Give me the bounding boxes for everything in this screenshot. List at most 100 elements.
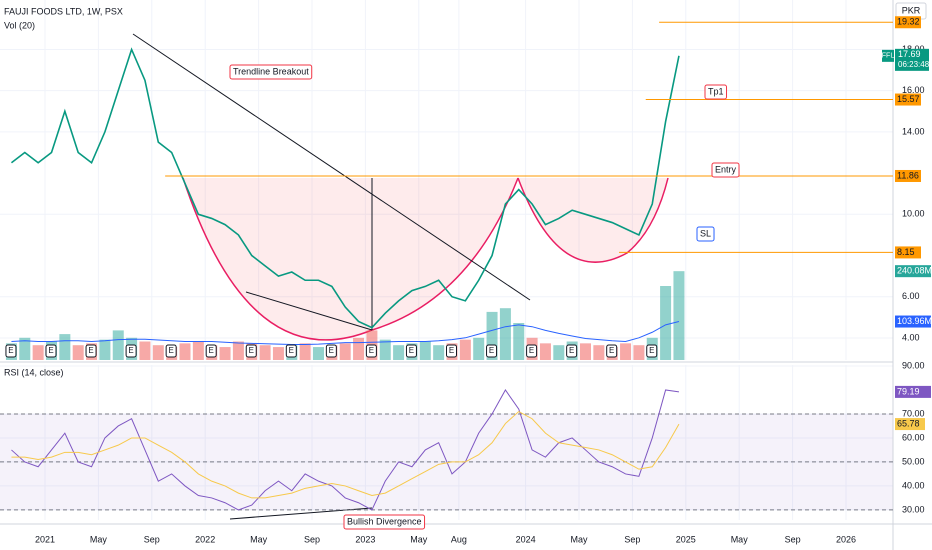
- volume-bar: [112, 330, 124, 360]
- volume-bar: [513, 323, 525, 360]
- y-tick-label: 10.00: [902, 209, 925, 219]
- annotation-box: [343, 514, 426, 530]
- volume-title: Vol (20): [4, 20, 35, 30]
- level-label-box: [895, 169, 921, 182]
- handle-curve: [517, 177, 669, 263]
- handle-fill: [518, 178, 668, 263]
- x-tick-label: May: [731, 534, 749, 544]
- event-box: [285, 344, 297, 358]
- level-label: 15.57: [897, 94, 920, 104]
- event-marker: E: [329, 346, 334, 355]
- y-tick-label: 90.00: [902, 360, 925, 370]
- symbol-box: [882, 49, 894, 62]
- volume-bar: [192, 341, 204, 360]
- value-tag-label: 79.19: [897, 386, 920, 396]
- annotation: Trendline Breakout: [233, 66, 309, 76]
- event-box: [165, 344, 177, 358]
- annotation-box: [229, 64, 313, 80]
- volume-bar: [473, 337, 485, 360]
- volume-bar: [59, 334, 71, 360]
- cup-fill: [183, 178, 518, 340]
- event-marker: E: [489, 346, 494, 355]
- event-marker: E: [609, 346, 614, 355]
- currency[interactable]: PKR: [902, 5, 921, 15]
- chart-title: FAUJI FOODS LTD, 1W, PSX: [4, 6, 123, 16]
- rsi-title: RSI (14, close): [4, 367, 64, 377]
- event-marker: E: [289, 346, 294, 355]
- volume-bar: [593, 345, 605, 360]
- x-tick-label: Aug: [451, 534, 467, 544]
- annotation: Tp1: [708, 86, 724, 96]
- volume-bar: [539, 343, 551, 360]
- symbol: FFL: [882, 53, 895, 60]
- x-tick-label: May: [570, 534, 588, 544]
- volume-bar: [499, 308, 511, 360]
- event-box: [205, 344, 217, 358]
- event-marker: E: [369, 346, 374, 355]
- value-tag-label: 103.96M: [897, 316, 932, 326]
- annotation: SL: [700, 228, 711, 238]
- x-tick-label: 2022: [195, 534, 215, 544]
- volume-bar: [419, 341, 431, 360]
- value-tag: [895, 418, 925, 431]
- x-tick-label: 2024: [516, 534, 536, 544]
- value-tag-label: 65.78: [897, 418, 920, 428]
- volume-bar: [486, 311, 498, 360]
- x-tick-label: May: [250, 534, 268, 544]
- y-tick-label: 70.00: [902, 408, 925, 418]
- volume-bar: [459, 339, 471, 360]
- x-tick-label: 2026: [836, 534, 856, 544]
- volume-bar: [393, 345, 405, 360]
- level-label: 19.32: [897, 17, 920, 27]
- y-tick-label: 4.00: [902, 332, 920, 342]
- event-marker: E: [128, 346, 133, 355]
- volume-bar: [299, 343, 311, 360]
- event-box: [526, 344, 538, 358]
- countdown: 06:23:48: [898, 60, 930, 69]
- y-tick-label: 30.00: [902, 504, 925, 514]
- volume-bar: [272, 347, 284, 360]
- rsi-line: [11, 389, 680, 511]
- event-box: [85, 344, 97, 358]
- annotation-box: [704, 84, 728, 100]
- volume-bar: [139, 341, 151, 360]
- event-marker: E: [409, 346, 414, 355]
- event-box: [45, 344, 57, 358]
- event-marker: E: [48, 346, 53, 355]
- event-marker: E: [8, 346, 13, 355]
- event-marker: E: [569, 346, 574, 355]
- event-box: [125, 344, 137, 358]
- event-box: [446, 344, 457, 358]
- price-line: [10, 47, 680, 329]
- support-line: [245, 291, 373, 331]
- event-marker: E: [249, 346, 254, 355]
- volume-bar: [339, 343, 351, 360]
- volume-bar: [99, 339, 111, 360]
- y-tick-label: 18.00: [902, 44, 925, 54]
- x-tick-label: Sep: [144, 534, 160, 544]
- volume-bar: [580, 343, 591, 360]
- y-tick-label: 6.00: [902, 291, 920, 301]
- volume-bar: [232, 341, 244, 360]
- volume-bar: [633, 345, 645, 360]
- volume-bar: [379, 339, 391, 360]
- y-tick-label: 50.00: [902, 456, 925, 466]
- event-box: [245, 344, 257, 358]
- event-marker: E: [168, 346, 173, 355]
- value-tag: [895, 265, 931, 278]
- volume-ma-line: [11, 321, 680, 345]
- volume-bar: [553, 345, 565, 360]
- rsi-line: [11, 410, 680, 499]
- volume-bar: [152, 345, 164, 360]
- event-marker: E: [88, 346, 93, 355]
- level-label-box: [895, 93, 921, 106]
- last-price-box: [895, 48, 929, 71]
- x-tick-label: Sep: [304, 534, 320, 544]
- event-box: [5, 344, 17, 358]
- event-box: [405, 344, 417, 358]
- value-tag-label: 240.08M: [897, 266, 932, 276]
- x-tick-label: 2025: [676, 534, 696, 544]
- value-tag: [895, 315, 931, 328]
- volume-bar: [179, 343, 191, 360]
